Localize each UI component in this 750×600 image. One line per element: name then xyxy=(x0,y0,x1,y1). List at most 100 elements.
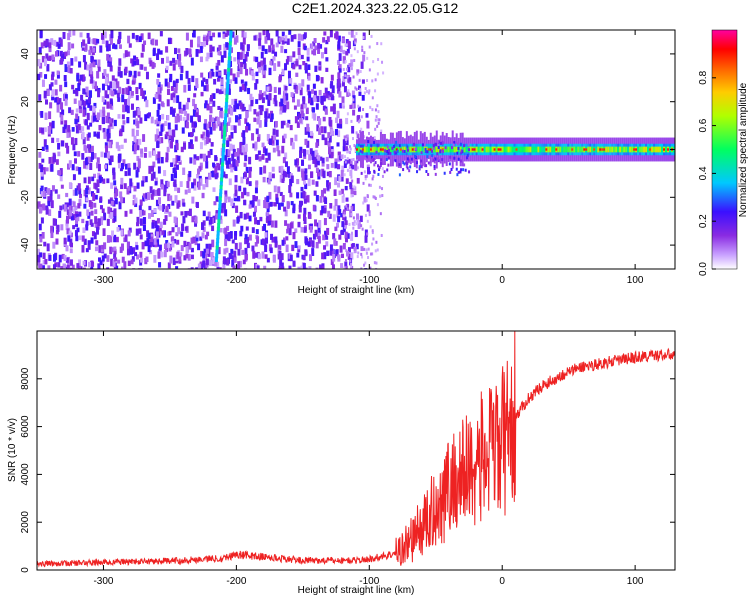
heatmap-cell xyxy=(338,175,342,182)
heatmap-cell xyxy=(180,245,184,252)
heatmap-cell xyxy=(113,249,117,255)
heatmap-cell xyxy=(319,44,323,49)
heatmap-cell xyxy=(182,116,186,121)
heatmap-cell xyxy=(329,30,333,38)
heatmap-cell xyxy=(85,187,89,195)
heatmap-cell xyxy=(125,87,129,95)
heatmap-cell xyxy=(85,197,89,202)
heatmap-cell xyxy=(144,240,148,247)
heatmap-cell xyxy=(224,227,228,235)
heatmap-cell xyxy=(74,188,78,196)
heatmap-cell xyxy=(359,144,362,148)
heatmap-cell xyxy=(215,249,219,255)
heatmap-cell xyxy=(250,99,254,107)
heatmap-cell xyxy=(221,154,225,160)
heatmap-cell xyxy=(120,163,124,170)
heatmap-cell xyxy=(361,150,364,154)
heatmap-cell xyxy=(342,243,346,250)
heatmap-cell xyxy=(113,208,117,217)
heatmap-cell xyxy=(82,267,86,269)
heatmap-cell xyxy=(66,209,70,216)
heatmap-cell xyxy=(209,148,213,156)
snr-x-tick-label: -200 xyxy=(226,576,246,587)
heatmap-cell xyxy=(97,89,101,98)
heatmap-cell xyxy=(246,191,250,197)
heatmap-cell xyxy=(463,146,466,153)
heatmap-cell xyxy=(374,161,377,165)
heatmap-cell xyxy=(248,215,252,222)
heatmap-cell xyxy=(349,151,352,155)
heatmap-cell xyxy=(77,203,81,209)
heatmap-cell xyxy=(272,255,276,263)
heatmap-cell xyxy=(52,241,56,249)
heatmap-cell xyxy=(94,209,98,215)
snr-x-tick-label: 100 xyxy=(627,576,644,587)
heatmap-cell xyxy=(221,203,225,210)
heatmap-cell xyxy=(202,210,206,217)
heatmap-cell xyxy=(222,147,226,153)
heatmap-cell xyxy=(215,65,219,70)
heatmap-cell xyxy=(434,157,437,161)
heatmap-cell xyxy=(163,249,167,258)
heatmap-cell xyxy=(343,214,346,218)
heatmap-cell xyxy=(456,142,459,146)
heatmap-cell xyxy=(273,63,277,72)
heatmap-cell xyxy=(108,118,112,124)
heatmap-cell xyxy=(307,97,311,104)
heatmap-cell xyxy=(123,138,127,143)
heatmap-cell xyxy=(74,118,78,125)
heatmap-cell xyxy=(290,137,294,146)
heatmap-cell xyxy=(321,252,325,260)
heatmap-cell xyxy=(432,144,435,148)
heatmap-cell xyxy=(350,175,353,179)
heatmap-cell xyxy=(378,165,381,169)
heatmap-cell xyxy=(503,146,506,153)
heatmap-cell xyxy=(354,41,357,45)
heatmap-cell xyxy=(188,132,192,137)
heatmap-cell xyxy=(543,146,546,153)
heatmap-cell xyxy=(225,90,229,96)
heatmap-cell xyxy=(122,104,126,113)
heatmap-cell xyxy=(327,140,331,147)
heatmap-cell xyxy=(237,59,241,65)
heatmap-cell xyxy=(395,140,398,144)
heatmap-cell xyxy=(113,215,117,222)
colorbar-label: Normalized spectral amplitude xyxy=(738,82,749,217)
heatmap-cell xyxy=(90,55,94,63)
heatmap-cell xyxy=(118,31,122,39)
heatmap-cell xyxy=(145,71,149,80)
heatmap-cell xyxy=(635,148,639,151)
heatmap-cell xyxy=(368,210,371,214)
heatmap-cell xyxy=(467,143,470,147)
heatmap-cell xyxy=(326,250,330,257)
heatmap-cell xyxy=(192,32,196,38)
heatmap-cell xyxy=(146,238,150,246)
heatmap-cell xyxy=(381,167,384,171)
heatmap-cell xyxy=(64,64,68,73)
heatmap-cell xyxy=(341,80,345,87)
heatmap-cell xyxy=(147,232,151,240)
heatmap-cell xyxy=(149,186,153,194)
heatmap-cell xyxy=(82,88,86,95)
heatmap-cell xyxy=(651,146,654,153)
heatmap-cell xyxy=(153,208,157,213)
heatmap-cell xyxy=(227,149,231,156)
heatmap-cell xyxy=(42,167,46,175)
heatmap-cell xyxy=(136,120,140,129)
heatmap-cell xyxy=(457,146,460,150)
heatmap-cell xyxy=(337,216,341,223)
heatmap-cell xyxy=(423,143,426,147)
heatmap-cell xyxy=(168,211,172,217)
heatmap-cell xyxy=(157,188,161,196)
heatmap-cell xyxy=(166,146,170,152)
heatmap-cell xyxy=(103,31,107,39)
figure-title: C2E1.2024.323.22.05.G12 xyxy=(292,0,459,16)
heatmap-cell xyxy=(332,214,336,222)
heatmap-cell xyxy=(489,146,492,153)
heatmap-cell xyxy=(72,143,76,151)
heatmap-cell xyxy=(64,94,68,101)
heatmap-cell xyxy=(237,120,241,126)
heatmap-cell xyxy=(98,245,102,253)
heatmap-cell xyxy=(158,244,162,251)
heatmap-cell xyxy=(65,223,69,231)
